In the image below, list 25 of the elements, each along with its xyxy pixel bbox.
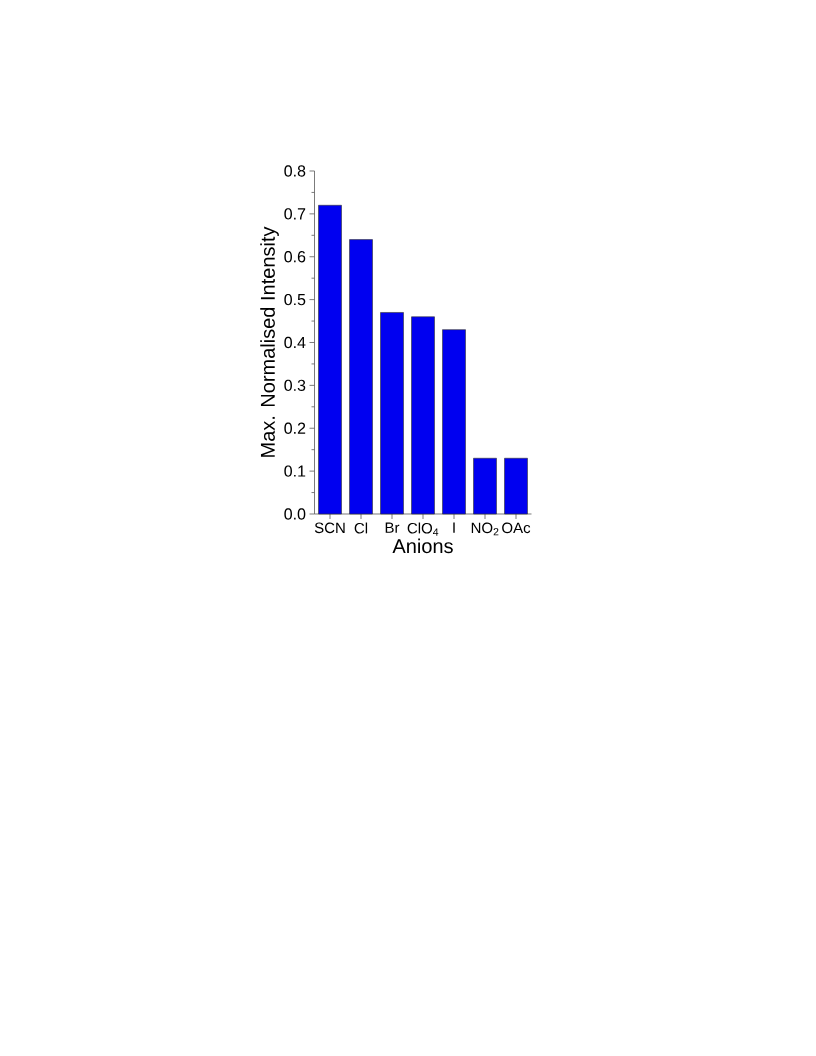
x-axis-title: Anions <box>392 538 453 554</box>
y-tick-label: 0.7 <box>284 208 306 220</box>
x-tick-label: ClO$_{4}$ <box>407 522 439 536</box>
y-tick-label: 0.1 <box>284 465 306 477</box>
bar <box>504 457 528 515</box>
bar <box>473 457 497 515</box>
x-tick-label: I <box>453 522 455 533</box>
y-tick-label: 0.4 <box>284 336 306 349</box>
bar <box>380 312 404 515</box>
x-tick-label: Cl <box>354 522 368 534</box>
y-tick-label: 0.0 <box>284 508 306 520</box>
x-tick-label: Br <box>385 522 400 533</box>
y-axis-title: Max. Normalised Intensity <box>260 226 279 457</box>
bar <box>318 204 342 515</box>
y-tick-label: 0.5 <box>284 293 306 306</box>
bar <box>349 239 373 515</box>
y-tick-label: 0.3 <box>284 379 306 392</box>
x-tick-label: OAc <box>502 522 531 534</box>
bar <box>411 316 435 515</box>
bar <box>442 329 466 515</box>
x-tick-label: NO$_{2}$ <box>471 522 499 536</box>
y-tick-label: 0.8 <box>284 165 306 177</box>
y-tick-label: 0.6 <box>284 251 306 263</box>
y-tick-label: 0.2 <box>284 422 306 434</box>
x-tick-label: SCN <box>314 522 345 534</box>
